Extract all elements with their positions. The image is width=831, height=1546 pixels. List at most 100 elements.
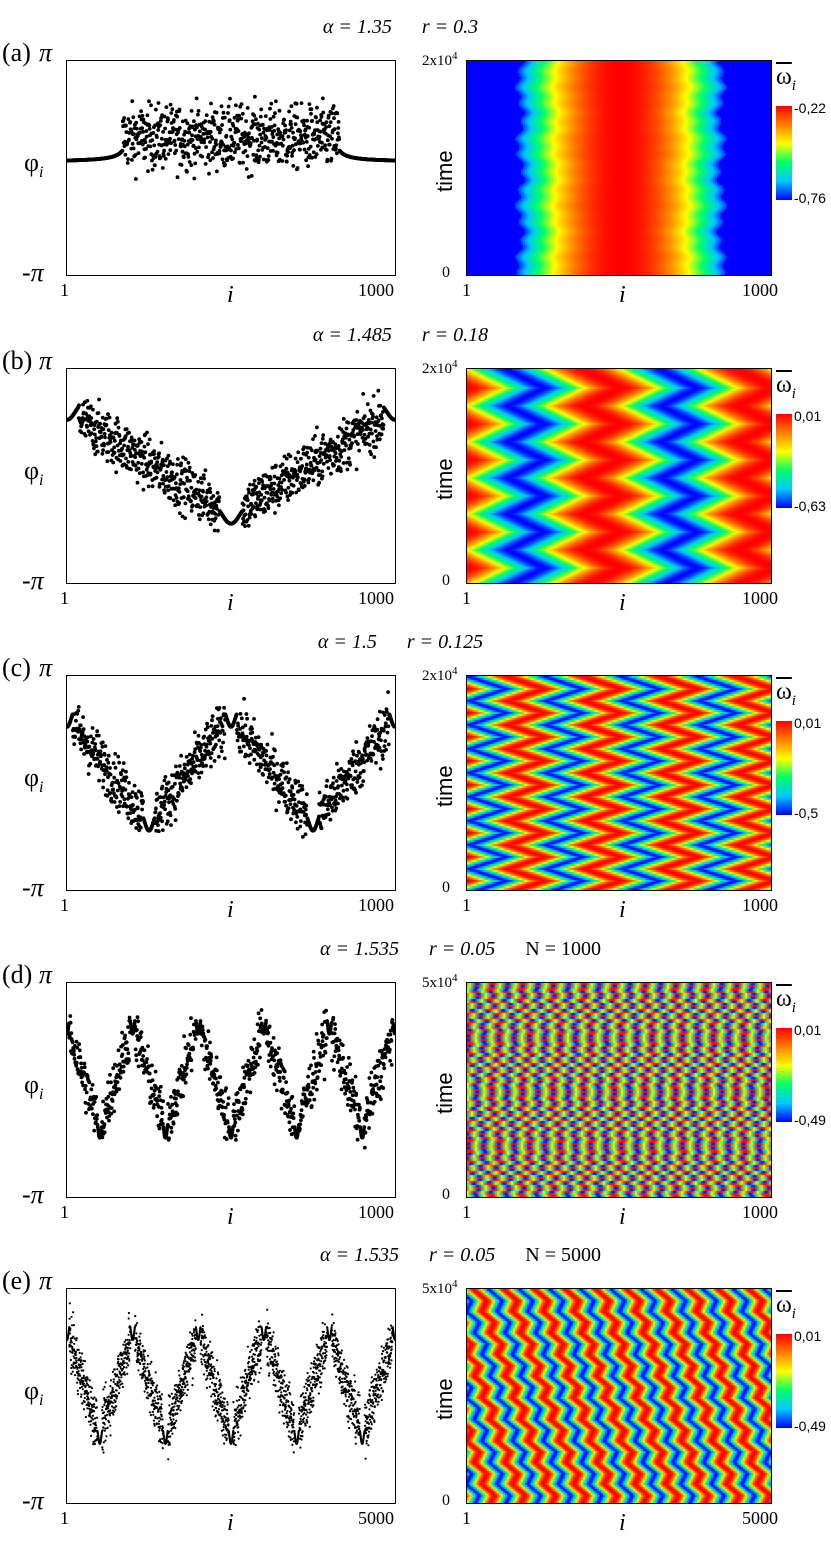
phase-point: [161, 1099, 165, 1104]
heatmap-x-axis-label: i: [619, 590, 626, 616]
phase-point: [208, 756, 213, 760]
phase-point: [148, 471, 153, 476]
phase-point: [82, 1374, 85, 1377]
phase-point: [286, 150, 290, 154]
phase-point: [75, 1045, 80, 1050]
phase-point: [281, 761, 286, 766]
phase-point: [318, 446, 323, 451]
phase-point: [173, 143, 178, 147]
phase-point: [111, 1391, 114, 1394]
phase-point: [115, 788, 120, 793]
omega-symbol: ω: [776, 64, 792, 90]
phase-point: [77, 1370, 80, 1373]
phase-point: [357, 1102, 361, 1107]
phase-point: [240, 1107, 245, 1112]
phase-point: [173, 1395, 176, 1398]
phase-point: [369, 739, 373, 743]
phase-point: [94, 1424, 98, 1427]
phase-point: [340, 1043, 345, 1047]
phase-point: [83, 1392, 86, 1395]
phase-point: [198, 476, 203, 481]
phase-point: [341, 417, 346, 421]
phase-point: [149, 1099, 154, 1104]
phase-point: [174, 495, 179, 500]
phase-point: [217, 738, 222, 743]
phase-point: [76, 1381, 79, 1384]
panel-header: α = 1.485 r = 0.18: [0, 324, 831, 347]
phase-point: [337, 1038, 342, 1043]
phase-point: [105, 459, 110, 464]
phase-point: [350, 760, 355, 765]
phase-point: [325, 157, 330, 162]
phase-point: [256, 494, 261, 499]
phase-point: [127, 1311, 130, 1315]
phase-point: [83, 1087, 87, 1092]
phase-point: [343, 1091, 347, 1096]
phase-point: [270, 732, 274, 736]
phase-point: [251, 1055, 256, 1060]
phase-point: [168, 496, 173, 501]
phase-point: [152, 1103, 157, 1107]
phase-point: [149, 1379, 152, 1382]
phase-point: [279, 485, 283, 489]
phase-point: [83, 1396, 86, 1400]
phase-point: [168, 1430, 171, 1433]
phase-point: [166, 788, 171, 793]
phase-point: [109, 1106, 114, 1110]
phase-point: [195, 125, 199, 130]
phase-point: [364, 1115, 368, 1119]
phase-point: [301, 118, 306, 123]
phase-point: [280, 462, 285, 467]
phase-point: [226, 1096, 231, 1100]
heatmap-canvas: [467, 983, 771, 1197]
phase-plot-area: [66, 1288, 396, 1504]
phase-scatter: [67, 690, 395, 839]
phase-point: [386, 742, 391, 747]
phase-point: [332, 127, 337, 132]
phase-point: [272, 1073, 276, 1077]
phase-point: [233, 1120, 238, 1125]
phase-point: [190, 138, 195, 142]
phase-point: [326, 466, 331, 470]
phase-point: [287, 478, 292, 483]
phase-point: [120, 148, 125, 153]
phase-point: [118, 786, 123, 791]
phase-point: [374, 415, 379, 420]
phase-point: [316, 468, 321, 473]
phase-point: [160, 1398, 163, 1401]
phase-point: [142, 455, 146, 460]
phase-axis-label: φi: [24, 456, 43, 490]
phase-point: [136, 1339, 139, 1342]
phase-point: [280, 488, 285, 492]
phase-point: [336, 784, 341, 789]
phase-point: [168, 1105, 172, 1110]
phase-point: [302, 445, 306, 450]
phase-point: [287, 777, 292, 781]
phase-point: [86, 1378, 89, 1381]
phase-point: [210, 115, 215, 119]
phase-point: [215, 1068, 219, 1073]
phase-point: [146, 1044, 150, 1048]
phase-point: [236, 731, 241, 736]
phase-point: [366, 418, 371, 422]
phase-point: [197, 488, 202, 493]
phase-point: [160, 1403, 163, 1406]
phase-point: [207, 171, 211, 176]
phase-point: [274, 99, 278, 104]
phase-point: [161, 1437, 164, 1440]
phase-point: [246, 175, 251, 179]
phase-point: [340, 783, 344, 788]
phase-point: [93, 1442, 96, 1446]
phase-point: [177, 501, 182, 505]
phase-point: [161, 1425, 164, 1428]
phase-point: [247, 515, 252, 520]
phase-point: [258, 132, 263, 137]
phase-point: [301, 140, 306, 145]
phase-point: [314, 1032, 319, 1036]
phase-plot-area: [66, 60, 396, 276]
phase-point: [167, 1423, 170, 1426]
phase-point: [139, 1373, 142, 1376]
phase-point: [304, 792, 309, 797]
phase-point: [100, 740, 105, 745]
x-tick-min: 1: [60, 895, 69, 915]
